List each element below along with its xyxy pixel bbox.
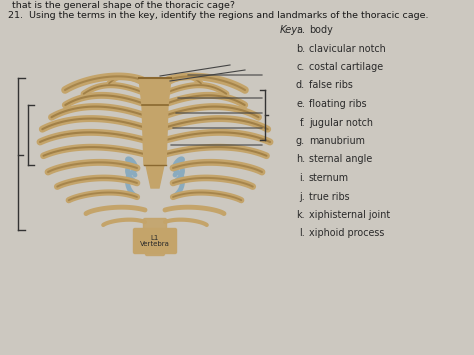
FancyBboxPatch shape (146, 242, 164, 256)
Text: a.: a. (296, 25, 305, 35)
Text: false ribs: false ribs (309, 81, 353, 91)
FancyBboxPatch shape (144, 218, 166, 234)
Text: c.: c. (297, 62, 305, 72)
Text: floating ribs: floating ribs (309, 99, 366, 109)
Text: j.: j. (299, 191, 305, 202)
Text: h.: h. (296, 154, 305, 164)
Text: 21.  Using the terms in the key, identify the regions and landmarks of the thora: 21. Using the terms in the key, identify… (8, 11, 428, 20)
Text: b.: b. (296, 44, 305, 54)
Text: xiphoid process: xiphoid process (309, 229, 384, 239)
Polygon shape (142, 105, 168, 165)
Text: l.: l. (299, 229, 305, 239)
Text: costal cartilage: costal cartilage (309, 62, 383, 72)
Text: manubrium: manubrium (309, 136, 365, 146)
Polygon shape (139, 78, 171, 105)
Text: d.: d. (296, 81, 305, 91)
FancyBboxPatch shape (134, 229, 176, 253)
Text: that is the general shape of the thoracic cage?: that is the general shape of the thoraci… (12, 1, 235, 10)
Text: k.: k. (296, 210, 305, 220)
Text: f.: f. (300, 118, 305, 127)
Text: Key:: Key: (280, 25, 301, 35)
FancyBboxPatch shape (145, 233, 165, 246)
Polygon shape (146, 165, 164, 188)
Text: jugular notch: jugular notch (309, 118, 373, 127)
Text: e.: e. (296, 99, 305, 109)
Text: g.: g. (296, 136, 305, 146)
Text: sternal angle: sternal angle (309, 154, 372, 164)
Text: clavicular notch: clavicular notch (309, 44, 386, 54)
Text: sternum: sternum (309, 173, 349, 183)
Text: i.: i. (299, 173, 305, 183)
Text: L1
Vertebra: L1 Vertebra (140, 235, 170, 247)
Text: body: body (309, 25, 333, 35)
Text: true ribs: true ribs (309, 191, 350, 202)
Text: xiphisternal joint: xiphisternal joint (309, 210, 390, 220)
